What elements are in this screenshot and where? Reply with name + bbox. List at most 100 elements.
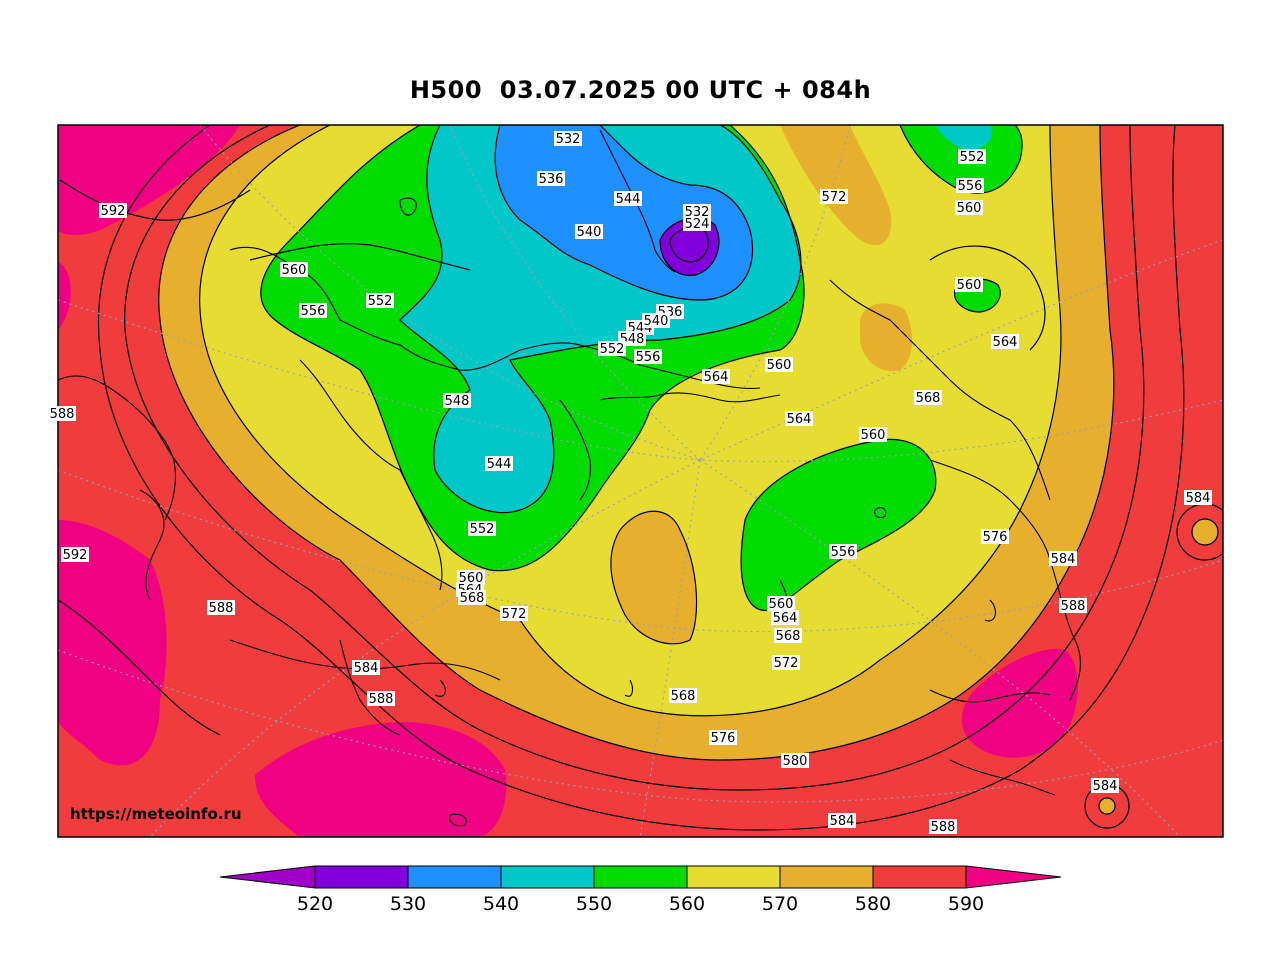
contour-label-box [207, 600, 235, 615]
contour-label-box [458, 590, 486, 605]
contour-label-box [683, 216, 711, 231]
colorbar-tick-label: 590 [948, 893, 984, 915]
contour-label: 552 [958, 149, 986, 165]
contour-line [58, 599, 221, 736]
band-570-580-pocket-northeast [780, 125, 892, 246]
contour-label-box [1184, 490, 1212, 505]
graticule-line [699, 459, 1181, 837]
contour-label: 568 [774, 628, 802, 644]
contour-label-box [765, 357, 793, 372]
coastline [139, 489, 165, 601]
contour-label-box [669, 688, 697, 703]
contour-label-text: 560 [767, 358, 792, 373]
contour-label-text: 588 [50, 407, 75, 422]
contour-label-text: 556 [831, 545, 856, 560]
band-520-530 [660, 218, 719, 276]
contour-line [260, 125, 805, 572]
contour-label-box [48, 406, 76, 421]
contour-label-text: 544 [616, 192, 641, 207]
contour-label-text: 588 [369, 692, 394, 707]
contour-label-text: 560 [957, 201, 982, 216]
contour-label-box [575, 224, 603, 239]
contour-label: 592 [61, 547, 89, 563]
contour-label-text: 556 [636, 350, 661, 365]
contour-label: 560 [955, 277, 983, 293]
coastline [399, 197, 417, 216]
map-title: H500 03.07.2025 00 UTC + 084h [409, 76, 872, 104]
contour-label: 588 [48, 406, 76, 422]
contour-line [97, 125, 1185, 831]
contour-label-text: 552 [600, 342, 625, 357]
graticule-line [699, 239, 1223, 461]
contour-label-box [280, 262, 308, 277]
contour-label: 588 [929, 819, 957, 835]
contour-label: 568 [914, 390, 942, 406]
contour-label-box [683, 204, 711, 219]
graticule-line [58, 649, 1223, 803]
coastline [229, 246, 761, 389]
contour-label-box [774, 628, 802, 643]
contour-label-text: 588 [931, 820, 956, 835]
contour-label-box [958, 149, 986, 164]
contour-line [899, 125, 1023, 194]
colorbar-arrow-low [219, 865, 316, 889]
contour-label-text: 560 [861, 428, 886, 443]
contour-label-text: 540 [577, 225, 602, 240]
contour-label: 572 [500, 606, 528, 622]
contour-line [158, 125, 1115, 761]
contour-label-box [767, 596, 795, 611]
contour-label-box [485, 456, 513, 471]
contour-label-box [352, 660, 380, 675]
contour-line [124, 125, 1145, 791]
contour-label-box [468, 521, 496, 536]
graticule-line [639, 459, 701, 837]
colorbar-segment [314, 865, 409, 889]
colorbar-tick-label: 550 [576, 893, 612, 915]
contour-label: 584 [1091, 778, 1119, 794]
colorbar-arrow-high [965, 865, 1062, 889]
coastline [299, 359, 443, 591]
contour-line [1191, 518, 1219, 546]
contour-label-box [820, 189, 848, 204]
contour-label: 560 [859, 427, 887, 443]
contour-line [1098, 797, 1116, 815]
contour-label-box [702, 369, 730, 384]
contour-label-text: 584 [1186, 491, 1211, 506]
graticule-line [449, 125, 701, 461]
contour-label: 568 [458, 590, 486, 606]
colorbar-segment [407, 865, 502, 889]
graticule-line [199, 125, 701, 461]
graticule-line [58, 469, 1223, 633]
contour-label: 560 [767, 596, 795, 612]
contour-label: 544 [614, 191, 642, 207]
contour-label-box [457, 570, 485, 585]
contour-label: 588 [207, 600, 235, 616]
contour-label: 540 [642, 313, 670, 329]
contour-label-text: 576 [983, 530, 1008, 545]
coastline [929, 689, 1051, 703]
contour-label: 536 [537, 171, 565, 187]
contour-labels: 5325365445405325245525565605725925605565… [48, 131, 1212, 835]
contour-label: 588 [1059, 598, 1087, 614]
colorbar-tick-label: 570 [762, 893, 798, 915]
contour-label: 564 [991, 334, 1019, 350]
contour-label: 564 [702, 369, 730, 385]
band-580-pocket-east [1192, 519, 1218, 545]
contour-label-text: 592 [101, 204, 126, 219]
band-570-580-pocket-central [610, 511, 697, 644]
watermark: https://meteoinfo.ru [70, 805, 242, 823]
contour-label-text: 588 [1061, 599, 1086, 614]
contour-line [740, 438, 937, 612]
contour-label-box [955, 200, 983, 215]
contour-label-text: 556 [301, 304, 326, 319]
band-590-high-west-edge [58, 262, 71, 330]
contour-label-box [598, 341, 626, 356]
contour-label-text: 584 [1093, 779, 1118, 794]
contour-label: 556 [299, 303, 327, 319]
colorbar-tick-label: 560 [669, 893, 705, 915]
contour-label-box [772, 655, 800, 670]
contour-label: 564 [771, 610, 799, 626]
contour-label-text: 568 [671, 689, 696, 704]
colorbar-segment [593, 865, 688, 889]
